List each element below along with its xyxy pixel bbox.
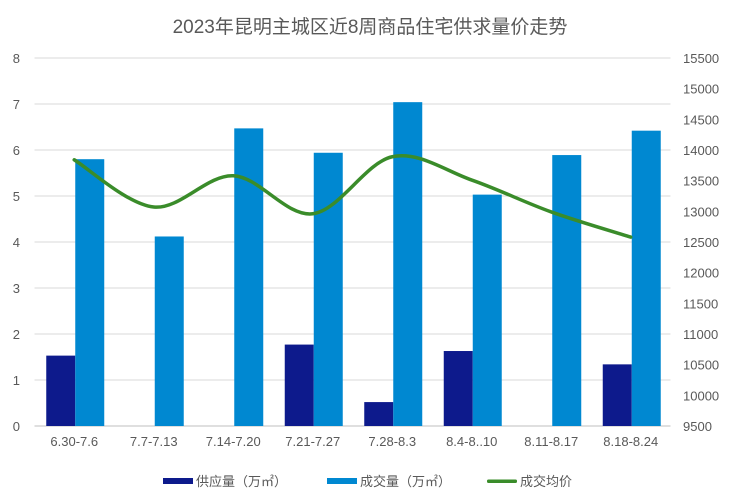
right-axis-tick-label: 11000 [683, 327, 718, 342]
bar-deal [393, 102, 423, 426]
left-axis-tick-label: 3 [13, 281, 20, 296]
left-axis-tick-label: 4 [13, 235, 20, 250]
legend-swatch [327, 478, 357, 484]
right-axis-tick-label: 13000 [683, 204, 719, 219]
bar-supply [443, 351, 473, 426]
bar-deal [472, 194, 502, 426]
bar-supply [284, 344, 314, 426]
bar-supply [602, 364, 632, 426]
right-axis-tick-label: 9500 [683, 419, 712, 434]
price-line [72, 154, 633, 239]
right-axis-tick-label: 13500 [683, 174, 719, 189]
bar-supply [364, 402, 394, 426]
bar-deal [631, 130, 661, 426]
x-axis-tick-label: 7.14-7.20 [206, 434, 261, 449]
bar-deal [234, 128, 264, 426]
right-axis-tick-label: 15500 [683, 51, 719, 66]
right-axis-tick-label: 12000 [683, 266, 719, 281]
bar-supply [46, 355, 76, 426]
legend-swatch [487, 479, 517, 483]
bar-deal [154, 236, 184, 426]
right-axis-tick-label: 12500 [683, 235, 719, 250]
legend-label: 成交均价 [520, 474, 572, 489]
left-axis-tick-label: 0 [13, 419, 20, 434]
left-axis-tick-label: 7 [13, 97, 20, 112]
left-axis-tick-label: 1 [13, 373, 20, 388]
right-axis-tick-label: 11500 [683, 296, 718, 311]
legend-swatch [163, 478, 193, 484]
right-axis-tick-label: 15000 [683, 82, 719, 97]
x-axis-tick-label: 8.18-8.24 [603, 434, 658, 449]
right-axis-tick-label: 10500 [683, 358, 719, 373]
x-axis-tick-label: 8.11-8.17 [524, 434, 578, 449]
right-axis-tick-label: 14000 [683, 143, 719, 158]
right-axis-tick-label: 10000 [683, 388, 719, 403]
x-axis-tick-label: 7.28-8.3 [368, 434, 416, 449]
legend-label: 成交量（万㎡） [360, 474, 451, 489]
x-axis-tick-label: 6.30-7.6 [50, 434, 98, 449]
left-axis-tick-label: 2 [13, 327, 20, 342]
x-axis-tick-label: 7.21-7.27 [285, 434, 340, 449]
left-axis-tick-label: 5 [13, 189, 20, 204]
left-axis-tick-label: 6 [13, 143, 20, 158]
bar-deal [75, 159, 105, 426]
legend-label: 供应量（万㎡） [196, 474, 287, 489]
x-axis-tick-label: 7.7-7.13 [130, 434, 178, 449]
chart-title: 2023年昆明主城区近8周商品住宅供求量价走势 [173, 16, 568, 38]
bar-deal [552, 155, 582, 426]
bar-deal [313, 152, 343, 426]
left-axis-tick-label: 8 [13, 51, 20, 66]
x-axis-tick-label: 8.4-8..10 [446, 434, 497, 449]
right-axis-tick-label: 14500 [683, 112, 719, 127]
